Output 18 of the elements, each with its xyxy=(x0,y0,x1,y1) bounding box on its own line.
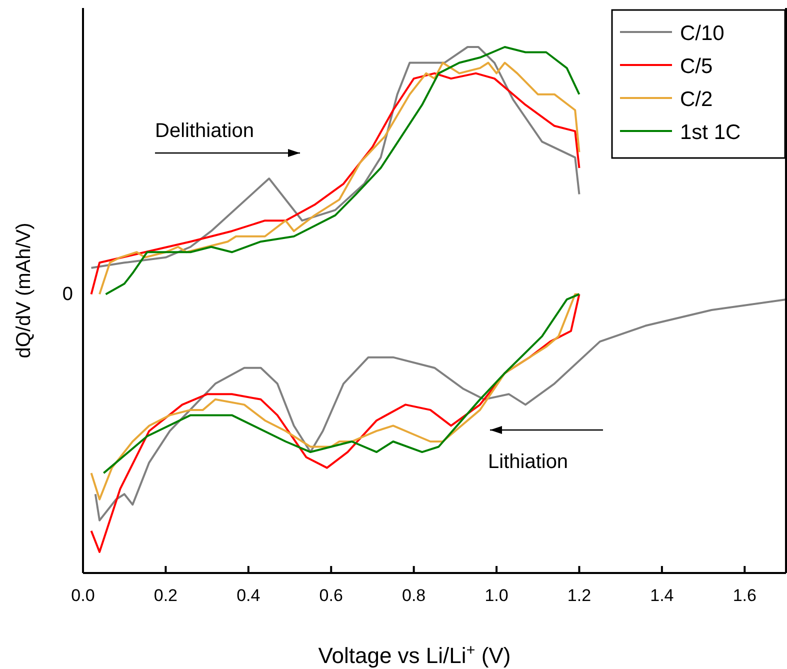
annotation: Lithiation xyxy=(488,451,568,473)
x-tick-label: 1.6 xyxy=(732,586,756,605)
x-tick-label: 1.0 xyxy=(484,586,508,605)
legend-label: C/2 xyxy=(680,88,713,111)
text: 0 xyxy=(62,284,73,305)
annotation: Delithiation xyxy=(155,120,254,142)
x-axis-title: Voltage vs Li/Li$^{+}$ (V) xyxy=(318,642,511,668)
legend-label: C/5 xyxy=(680,55,713,78)
x-tick-label: 0.4 xyxy=(236,586,260,605)
x-tick-label: 0.0 xyxy=(71,586,95,605)
legend-label: C/10 xyxy=(680,22,724,45)
x-tick-label: 0.6 xyxy=(319,586,343,605)
legend-label: 1st 1C xyxy=(680,121,741,144)
y-axis-title: dQ/dV (mAh/V) xyxy=(13,222,35,358)
x-tick-label: 0.2 xyxy=(154,586,178,605)
x-tick-label: 1.2 xyxy=(567,586,592,605)
x-tick-label: 0.8 xyxy=(402,586,426,605)
x-tick-label: 1.4 xyxy=(650,586,674,605)
